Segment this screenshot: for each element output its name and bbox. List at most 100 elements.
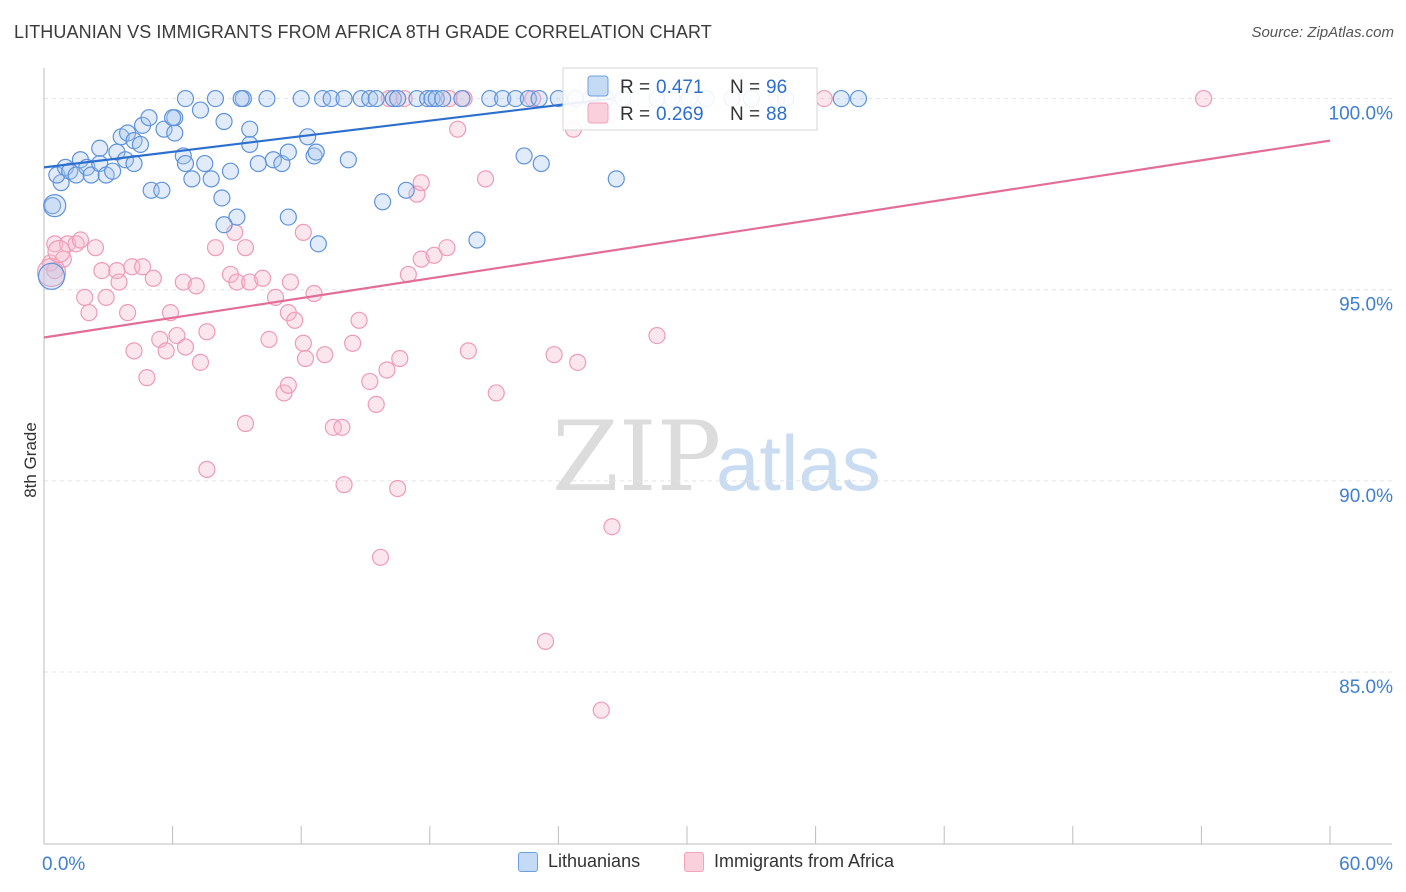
y-tick-label: 90.0% — [1339, 486, 1393, 507]
data-point — [110, 273, 128, 291]
data-point — [82, 166, 100, 184]
data-point — [305, 284, 323, 303]
data-point — [46, 235, 64, 253]
data-point — [459, 342, 477, 360]
data-point — [281, 273, 300, 291]
data-point — [196, 154, 214, 173]
data-point — [335, 89, 353, 108]
data-point — [202, 170, 220, 188]
data-point — [140, 109, 158, 127]
data-point — [487, 384, 505, 402]
data-point — [294, 334, 312, 352]
y-tick-label: 100.0% — [1329, 104, 1394, 125]
data-point — [133, 258, 152, 276]
data-point — [249, 154, 267, 173]
y-tick-label: 95.0% — [1339, 295, 1393, 316]
data-point — [361, 89, 379, 108]
x-tick-labels: 0.0% 60.0% — [42, 854, 1393, 875]
data-point — [292, 89, 310, 108]
data-point — [236, 414, 255, 433]
data-point — [438, 239, 456, 257]
watermark: ZIP atlas — [552, 401, 881, 513]
data-point — [43, 197, 62, 215]
data-point — [176, 89, 195, 108]
data-point — [183, 170, 201, 188]
data-point — [176, 154, 195, 173]
chart-title: LITHUANIAN VS IMMIGRANTS FROM AFRICA 8TH… — [14, 22, 712, 42]
data-point — [449, 120, 467, 138]
data-point — [168, 326, 186, 345]
legend-label-africa: Immigrants from Africa — [714, 851, 895, 871]
data-point — [232, 89, 250, 108]
axes — [43, 68, 1392, 845]
data-point — [176, 338, 195, 356]
legend-item-africa[interactable]: Immigrants from Africa — [684, 851, 894, 872]
legend-item-lithuanians[interactable]: Lithuanians — [518, 851, 640, 872]
data-point — [153, 181, 171, 199]
data-point — [125, 342, 143, 360]
data-point — [391, 349, 409, 368]
legend-r-value-africa: 0.269 — [656, 104, 704, 125]
data-point — [412, 174, 430, 192]
data-point — [221, 162, 240, 180]
data-point — [228, 208, 246, 226]
data-point — [215, 112, 233, 131]
data-point — [389, 89, 407, 108]
data-point — [532, 154, 550, 173]
data-point — [157, 342, 175, 360]
watermark-zip: ZIP — [552, 401, 721, 513]
data-point — [389, 479, 407, 498]
legend-r-label-africa: R = — [620, 104, 650, 125]
data-point — [322, 89, 340, 108]
data-point — [515, 147, 533, 165]
data-point — [296, 349, 315, 368]
data-point — [138, 369, 156, 387]
trend-line-africa — [43, 139, 1331, 339]
legend-n-value-lithuanians: 96 — [766, 77, 787, 98]
data-point — [279, 143, 297, 161]
data-point — [307, 143, 325, 161]
data-point — [164, 109, 182, 127]
data-point — [279, 208, 297, 226]
data-point — [241, 135, 259, 154]
data-point — [215, 216, 233, 234]
data-point — [228, 273, 246, 291]
y-axis-label: 8th Grade — [21, 422, 40, 498]
data-point — [350, 311, 368, 329]
data-point — [397, 181, 415, 199]
data-point — [198, 323, 216, 341]
data-point — [361, 372, 379, 391]
data-point — [131, 135, 150, 154]
legend-label-lithuanians: Lithuanians — [548, 851, 641, 871]
data-point — [832, 89, 850, 108]
x-tick-label: 60.0% — [1339, 854, 1393, 875]
series-legend: Lithuanians Immigrants from Africa — [0, 851, 1406, 877]
data-point — [592, 701, 610, 719]
legend-swatch-lithuanians-bottom — [518, 851, 538, 872]
legend-n-value-africa: 88 — [766, 104, 787, 125]
data-point — [118, 304, 137, 322]
data-point — [427, 89, 445, 108]
legend-r-value-lithuanians: 0.471 — [656, 77, 704, 98]
data-point — [603, 518, 621, 536]
data-point — [286, 311, 304, 329]
legend-swatch-africa — [587, 102, 609, 124]
data-point — [309, 235, 327, 253]
data-point — [335, 476, 353, 494]
data-point — [264, 151, 282, 169]
data-point — [254, 269, 272, 287]
data-point — [260, 330, 278, 349]
data-point — [316, 346, 334, 364]
data-point — [294, 223, 312, 241]
data-point — [374, 193, 392, 211]
data-point — [241, 273, 259, 291]
data-point — [412, 250, 430, 268]
data-point — [37, 262, 66, 290]
data-point — [166, 124, 184, 142]
legend-n-label-africa: N = — [730, 104, 760, 125]
data-point — [236, 239, 255, 257]
data-point — [569, 353, 587, 371]
data-point — [481, 89, 499, 108]
data-point — [80, 304, 98, 322]
